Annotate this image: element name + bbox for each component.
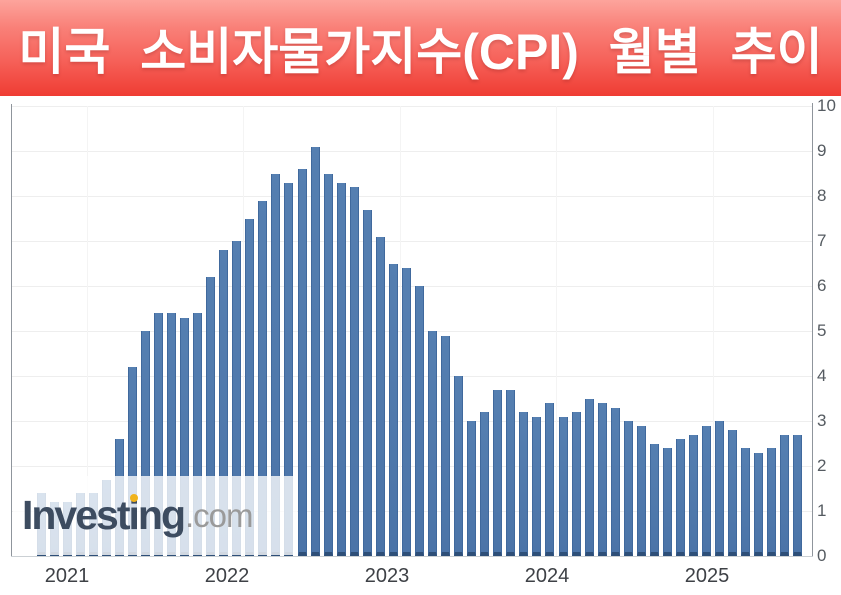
bar-2023-03[interactable] [428,331,437,556]
hgridline-10 [12,106,812,107]
bar-2022-10[interactable] [362,209,372,556]
bar-2025-07[interactable] [793,434,803,556]
bar-2023-11[interactable] [532,416,542,556]
bar-2025-05[interactable] [767,448,777,556]
bar-2023-08[interactable] [493,389,503,556]
watermark-text-pre: Invest [22,492,130,538]
investing-watermark: Investing .com [13,476,297,555]
y-axis-label-8: 8 [817,186,827,205]
bar-2025-06[interactable] [780,434,790,556]
y-axis-label-2: 2 [817,456,827,475]
bar-2025-04[interactable] [754,452,764,556]
bar-2024-06[interactable] [623,421,633,556]
x-axis-label-2023: 2023 [364,565,410,587]
bar-2024-08[interactable] [649,443,659,556]
vgridline-2025 [713,106,715,556]
hgridline-1 [12,511,812,512]
watermark-text-post: ng [137,492,186,538]
bar-2023-02[interactable] [414,286,424,556]
title-banner: 미국 소비자물가지수(CPI) 월별 추이 [0,0,841,96]
bar-2022-11[interactable] [375,236,385,556]
watermark-suffix: .com [185,496,254,534]
hgridline-8 [12,196,812,197]
bar-2022-06[interactable] [310,146,320,556]
bar-2024-05[interactable] [610,407,620,556]
bar-2024-01[interactable] [558,416,568,556]
bar-2023-05[interactable] [454,376,464,556]
bar-2022-09[interactable] [349,187,359,556]
y-axis-label-9: 9 [817,141,827,160]
x-axis-label-2022: 2022 [204,565,250,587]
bar-2023-04[interactable] [441,335,451,556]
bar-2023-06[interactable] [467,421,477,556]
bar-2022-05[interactable] [297,169,307,556]
bar-2024-09[interactable] [662,448,672,556]
bar-2023-10[interactable] [519,412,529,556]
y-axis-label-1: 1 [817,501,827,520]
vgridline-2024 [556,106,558,556]
bar-2022-12[interactable] [388,263,398,556]
y-axis-label-5: 5 [817,321,827,340]
bar-2024-11[interactable] [689,434,698,556]
bar-2023-09[interactable] [506,389,516,556]
y-axis-label-0: 0 [817,546,827,565]
y-axis-label-7: 7 [817,231,827,250]
bar-2023-07[interactable] [480,412,490,556]
chart-title: 미국 소비자물가지수(CPI) 월별 추이 [18,24,823,80]
x-axis-label-2021: 2021 [44,565,90,587]
bar-2024-02[interactable] [571,412,581,556]
hgridline-3 [12,421,812,422]
hgridline-6 [12,286,812,287]
bar-2022-07[interactable] [323,173,333,556]
watermark-yellow-dot-i: i [128,492,140,538]
y-axis-line-right [812,103,813,556]
bar-2025-01[interactable] [715,421,725,556]
x-axis-label-2024: 2024 [524,565,570,587]
bar-2024-07[interactable] [636,425,646,556]
x-axis-label-2025: 2025 [684,565,730,587]
y-axis-line-left [11,104,12,556]
bar-2024-12[interactable] [702,425,712,556]
hgridline-4 [12,376,812,377]
bar-2023-12[interactable] [545,403,555,556]
vgridline-2022 [243,106,245,556]
bar-2024-03[interactable] [584,398,594,556]
bar-2025-03[interactable] [741,448,751,556]
watermark-brand: Investing [22,492,186,539]
hgridline-2 [12,466,812,467]
bar-2025-02[interactable] [728,430,738,556]
bar-2024-10[interactable] [675,439,685,556]
vgridline-2023 [399,106,401,556]
x-axis-baseline [11,556,813,557]
vgridline-2021 [86,106,88,556]
hgridline-7 [12,241,812,242]
hgridline-9 [12,151,812,152]
y-axis-label-4: 4 [817,366,827,385]
y-axis-label-3: 3 [817,411,827,430]
bar-2022-08[interactable] [336,182,346,556]
y-axis-label-6: 6 [817,276,827,295]
hgridline-5 [12,331,812,332]
bar-2024-04[interactable] [597,403,607,556]
bar-2023-01[interactable] [401,268,411,556]
y-axis-label-10: 10 [817,96,836,115]
